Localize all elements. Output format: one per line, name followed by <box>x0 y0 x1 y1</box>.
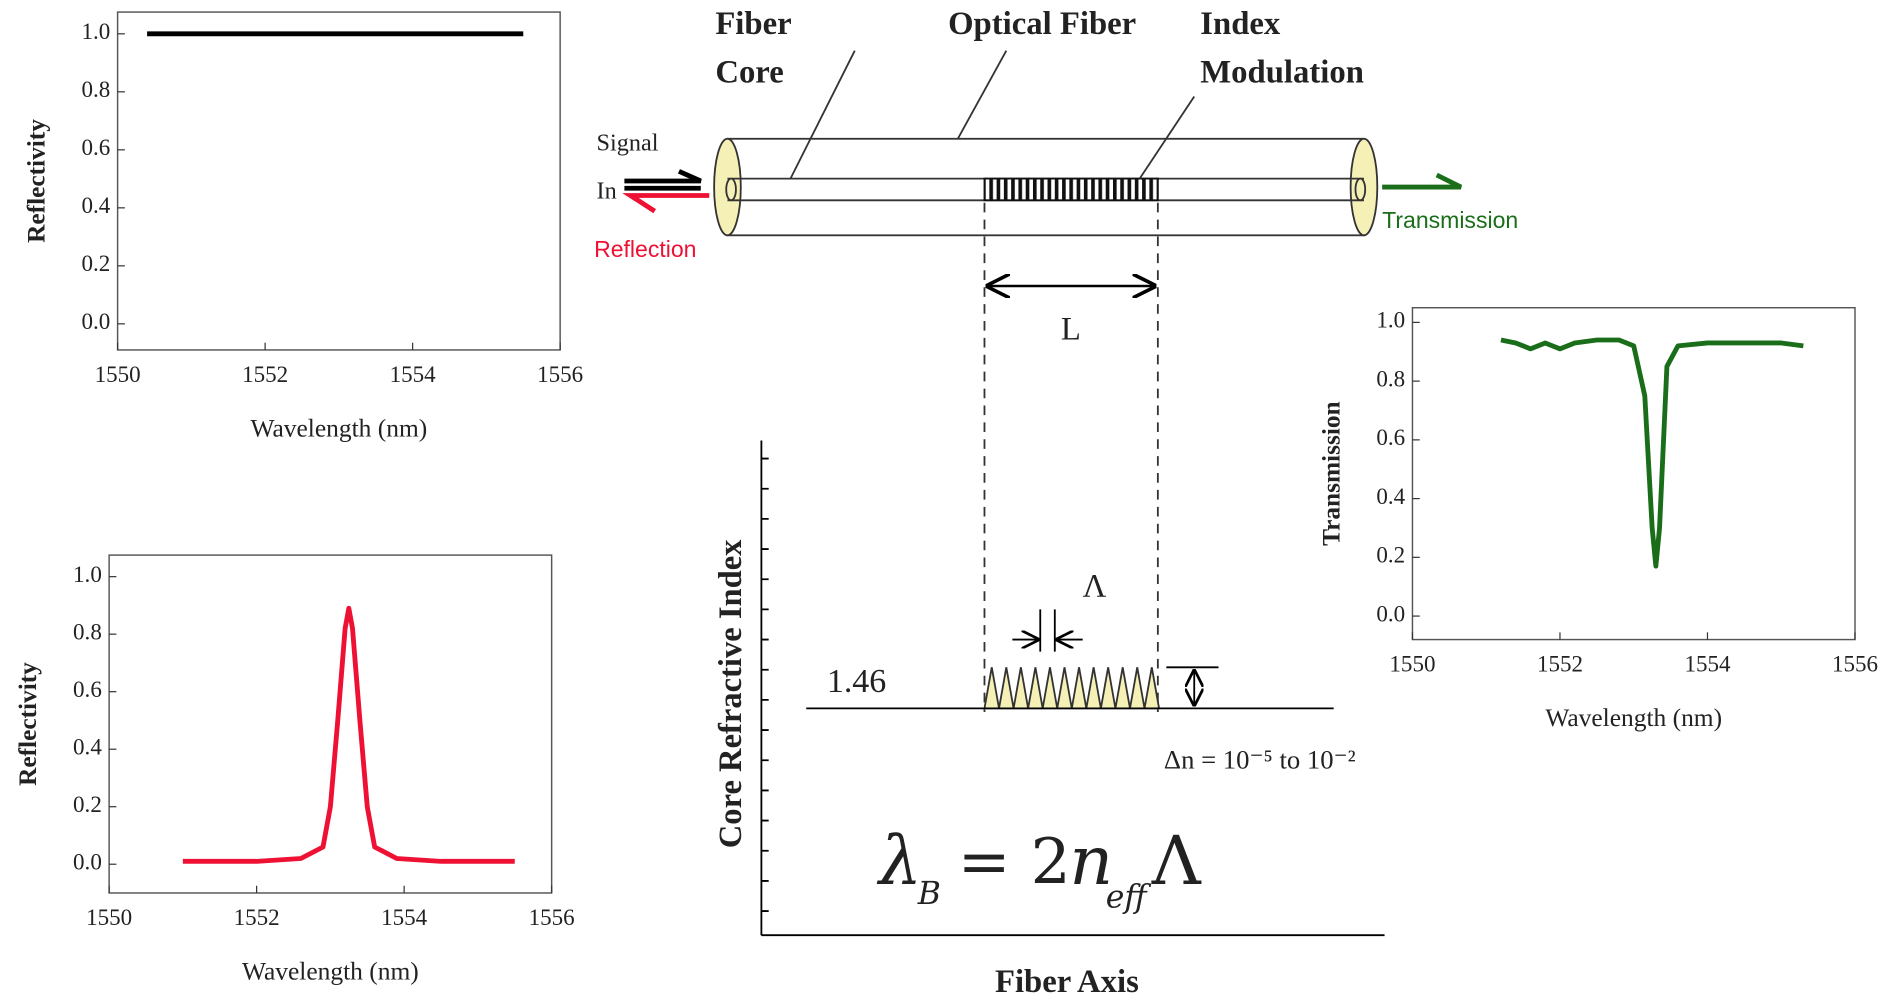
y-tick-label: 0.8 <box>82 77 111 102</box>
y-axis-label: Reflectivity <box>14 662 42 786</box>
x-tick-label: 1550 <box>95 362 141 387</box>
x-axis-label: Wavelength (nm) <box>242 958 419 986</box>
y-axis-label: Reflectivity <box>23 119 51 243</box>
x-tick-label: 1550 <box>1389 651 1435 676</box>
label: Optical Fiber <box>948 6 1136 42</box>
y-tick-label: 1.0 <box>1376 308 1405 333</box>
label: 1.46 <box>827 663 886 700</box>
fiber-drawing <box>622 50 1463 937</box>
x-axis-label: Wavelength (nm) <box>250 415 427 443</box>
label: Reflection <box>594 236 696 262</box>
formula-part: λ <box>876 821 922 900</box>
y-tick-label: 0.2 <box>73 792 102 817</box>
axis-label: Core Refractive Index <box>713 539 749 848</box>
x-tick-label: 1552 <box>234 905 280 930</box>
x-tick-label: 1554 <box>381 905 428 930</box>
y-tick-label: 0.6 <box>1376 425 1405 450</box>
y-tick-label: 1.0 <box>82 19 111 44</box>
y-tick-label: 0.2 <box>1376 543 1405 568</box>
formula-part: = 2 <box>958 825 1071 898</box>
label: Signal <box>597 129 659 156</box>
label: Δn = 10⁻⁵ to 10⁻² <box>1164 745 1356 775</box>
plot-frame <box>116 11 561 351</box>
formula: λ B = 2 n eff Λ <box>876 821 1202 915</box>
formula-part: eff <box>1106 880 1152 916</box>
x-tick-label: 1556 <box>529 905 575 930</box>
label: In <box>597 178 617 205</box>
y-tick-label: 0.8 <box>1376 366 1405 391</box>
x-tick-label: 1550 <box>86 905 132 930</box>
y-tick-label: 0.6 <box>73 677 102 702</box>
y-tick-label: 0.2 <box>82 251 111 276</box>
label: L <box>1061 311 1081 347</box>
data-line <box>1500 337 1804 569</box>
y-tick-label: 1.0 <box>73 562 102 587</box>
x-tick-label: 1556 <box>1832 651 1878 676</box>
y-tick-label: 0.8 <box>73 619 102 644</box>
label: Modulation <box>1200 54 1364 90</box>
y-tick-label: 0.4 <box>73 735 102 760</box>
x-axis-label: Wavelength (nm) <box>1545 704 1722 732</box>
x-tick-label: 1552 <box>242 362 288 387</box>
label: Core <box>715 54 783 90</box>
y-tick-label: 0.4 <box>1376 484 1405 509</box>
formula-part: Λ <box>1151 821 1202 900</box>
label: Index <box>1200 6 1281 42</box>
y-tick-label: 0.6 <box>82 135 111 160</box>
y-tick-label: 0.0 <box>1376 601 1405 626</box>
x-tick-label: 1556 <box>537 362 583 387</box>
x-tick-label: 1552 <box>1537 651 1583 676</box>
label: Transmission <box>1382 207 1518 233</box>
x-tick-label: 1554 <box>1684 651 1731 676</box>
plot-frame <box>1411 306 1856 641</box>
y-axis-label: Transmission <box>1317 401 1345 546</box>
label: Fiber <box>715 6 791 42</box>
y-tick-label: 0.0 <box>82 309 111 334</box>
y-tick-label: 0.4 <box>82 193 111 218</box>
formula-part: B <box>917 876 941 912</box>
axis-label: Fiber Axis <box>995 964 1139 1000</box>
data-line <box>182 605 515 864</box>
y-tick-label: 0.0 <box>73 850 102 875</box>
formula-part: n <box>1069 821 1113 900</box>
x-tick-label: 1554 <box>390 362 437 387</box>
plot-frame <box>108 554 553 894</box>
label: Λ <box>1083 568 1107 604</box>
